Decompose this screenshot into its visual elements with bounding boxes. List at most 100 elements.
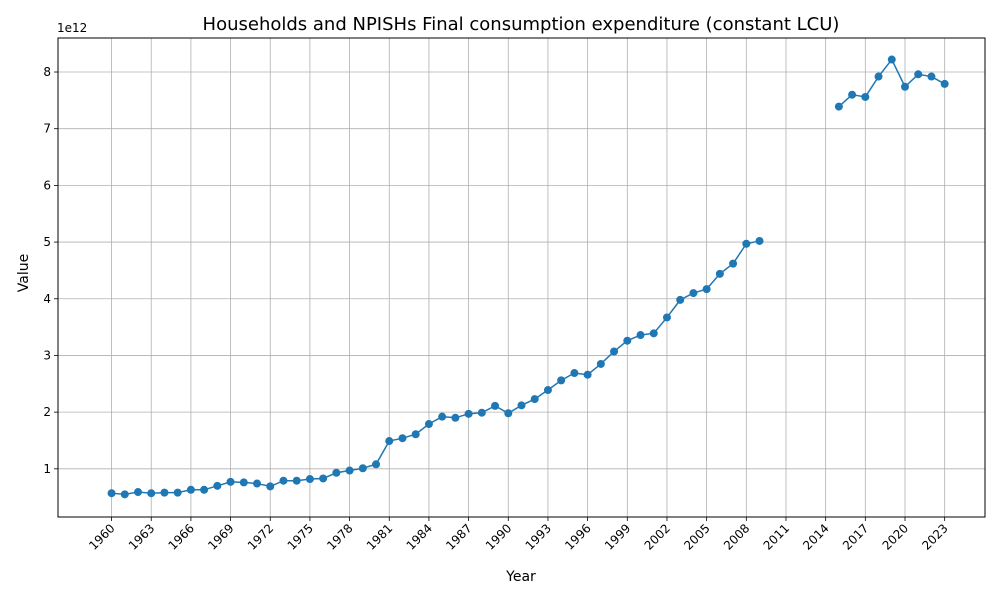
data-point — [715, 269, 724, 278]
x-tick-label: 1987 — [443, 521, 474, 552]
x-tick-label: 1981 — [364, 521, 395, 552]
x-tick-label: 1993 — [523, 521, 554, 552]
data-point — [345, 466, 354, 475]
data-point — [279, 476, 288, 485]
data-point — [517, 401, 526, 410]
data-point — [385, 437, 394, 446]
data-point — [861, 92, 870, 101]
data-point — [504, 409, 513, 418]
data-point — [583, 370, 592, 379]
y-tick-label: 7 — [43, 122, 51, 136]
data-point — [372, 460, 381, 469]
data-point — [107, 489, 116, 498]
series-segment — [107, 236, 764, 499]
data-point — [226, 477, 235, 486]
data-point — [319, 474, 328, 483]
x-tick-label: 1960 — [86, 521, 117, 552]
data-point — [570, 369, 579, 378]
x-tick-label: 2005 — [681, 521, 712, 552]
data-point — [689, 289, 698, 298]
x-tick-label: 1984 — [404, 521, 435, 552]
data-point — [147, 489, 156, 498]
data-point — [477, 408, 486, 417]
data-point — [239, 478, 248, 487]
chart-title: Households and NPISHs Final consumption … — [203, 14, 840, 35]
data-point — [305, 475, 314, 484]
data-point — [358, 464, 367, 473]
data-point — [464, 409, 473, 418]
data-point — [424, 420, 433, 429]
data-point — [914, 70, 923, 79]
y-tick-label: 8 — [43, 65, 51, 79]
data-point — [901, 82, 909, 91]
y-axis-offset-label: 1e12 — [57, 21, 87, 35]
data-point — [543, 386, 552, 395]
x-tick-label: 2011 — [761, 521, 792, 552]
data-point — [491, 401, 500, 410]
series-segment — [834, 55, 949, 111]
data-point — [702, 285, 711, 294]
x-tick-label: 2008 — [721, 521, 752, 552]
data-point — [676, 295, 685, 304]
x-tick-label: 1978 — [324, 521, 355, 552]
x-tick-label: 2017 — [840, 521, 871, 552]
data-point — [848, 90, 857, 99]
y-tick-label: 4 — [43, 292, 51, 306]
grid — [58, 38, 985, 517]
x-tick-label: 1963 — [126, 521, 157, 552]
x-tick-label: 1996 — [562, 521, 593, 552]
x-tick-label: 1990 — [483, 521, 514, 552]
data-point — [596, 359, 605, 368]
data-point — [755, 236, 764, 245]
data-point — [610, 347, 619, 356]
data-point — [332, 468, 341, 477]
data-point — [742, 239, 751, 248]
x-tick-label: 1972 — [245, 521, 276, 552]
data-point — [160, 488, 169, 497]
data-point — [557, 376, 566, 385]
plot-frame — [57, 37, 986, 518]
y-tick-label: 3 — [43, 348, 51, 362]
data-point — [253, 479, 262, 488]
data-point — [134, 488, 142, 497]
data-point — [530, 395, 539, 404]
y-tick-label: 5 — [43, 235, 51, 249]
y-axis-ticks: 1 2 3 4 5 6 7 8 — [43, 65, 58, 476]
data-point — [200, 485, 209, 494]
x-axis-title: Year — [505, 569, 536, 585]
x-tick-label: 1969 — [205, 521, 236, 552]
data-point — [173, 488, 182, 497]
data-point — [266, 482, 275, 491]
data-point — [940, 79, 949, 88]
y-tick-label: 6 — [43, 178, 51, 192]
data-point — [649, 329, 658, 338]
data-point — [186, 485, 195, 494]
data-point — [662, 313, 671, 322]
data-point — [213, 481, 222, 490]
data-point — [398, 434, 407, 443]
data-point — [874, 72, 883, 81]
data-point — [623, 336, 632, 345]
x-axis-ticks: 1960 1963 1966 1969 1972 1975 1978 1981 1984 1987… — [86, 517, 951, 553]
y-tick-label: 2 — [43, 405, 51, 419]
x-tick-label: 1999 — [602, 521, 633, 552]
series-line — [838, 58, 946, 108]
data-point — [729, 259, 738, 268]
series-line — [111, 240, 760, 496]
x-tick-label: 1975 — [285, 521, 316, 552]
data-point — [411, 430, 420, 439]
x-tick-label: 1966 — [166, 521, 197, 552]
y-axis-title: Value — [16, 254, 32, 292]
data-point — [451, 413, 460, 422]
data-point — [438, 412, 447, 421]
data-point — [120, 490, 129, 499]
data-point — [887, 55, 896, 64]
data-series — [107, 55, 949, 499]
x-tick-label: 2014 — [800, 521, 831, 552]
data-point — [927, 72, 936, 81]
x-tick-label: 2020 — [880, 521, 911, 552]
x-tick-label: 2023 — [919, 521, 950, 552]
y-tick-label: 1 — [43, 462, 51, 476]
data-point — [292, 476, 301, 485]
data-point — [834, 102, 843, 111]
